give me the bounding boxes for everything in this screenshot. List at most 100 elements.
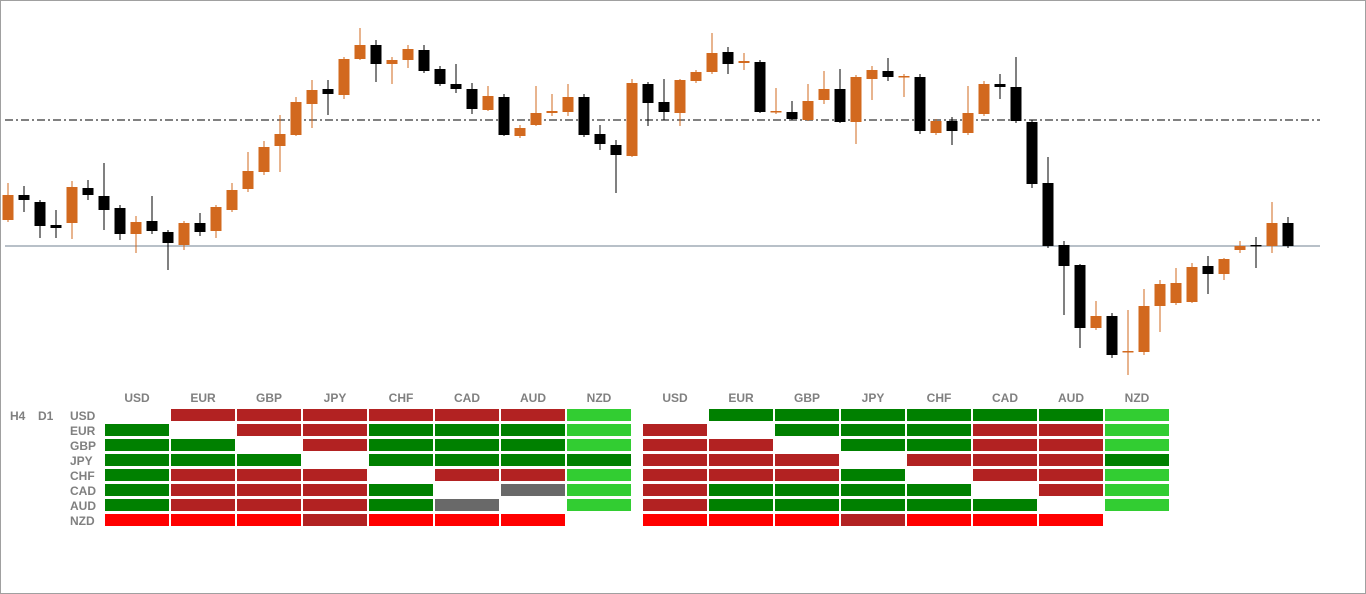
row-label: GBP bbox=[70, 439, 96, 453]
strength-cell bbox=[907, 424, 971, 436]
candle-body bbox=[866, 70, 878, 79]
strength-cell bbox=[1105, 454, 1169, 466]
strength-cell bbox=[369, 409, 433, 421]
strength-cell bbox=[1039, 424, 1103, 436]
strength-cell bbox=[709, 514, 773, 526]
strength-cell bbox=[643, 514, 707, 526]
strength-cell bbox=[303, 409, 367, 421]
strength-cell bbox=[643, 454, 707, 466]
candle-body bbox=[1090, 316, 1102, 328]
candle-body bbox=[1106, 316, 1118, 355]
candle-body bbox=[306, 90, 318, 104]
strength-cell bbox=[171, 484, 235, 496]
timeframe-label: H4 bbox=[10, 409, 26, 423]
strength-cell bbox=[501, 514, 565, 526]
strength-cell bbox=[1039, 514, 1103, 526]
candle-body bbox=[882, 71, 894, 77]
row-label: CHF bbox=[70, 469, 95, 483]
strength-cell bbox=[237, 454, 301, 466]
strength-cell bbox=[369, 454, 433, 466]
strength-cell bbox=[105, 424, 169, 436]
strength-cell bbox=[775, 514, 839, 526]
candle-body bbox=[642, 84, 654, 103]
candle-body bbox=[1202, 266, 1214, 274]
candle-body bbox=[994, 84, 1006, 87]
strength-cell bbox=[369, 514, 433, 526]
strength-cell bbox=[841, 514, 905, 526]
strength-cell bbox=[973, 439, 1037, 451]
strength-cell bbox=[841, 409, 905, 421]
strength-cell bbox=[369, 499, 433, 511]
strength-cell bbox=[171, 409, 235, 421]
strength-cell bbox=[303, 469, 367, 481]
strength-cell bbox=[775, 469, 839, 481]
strength-cell bbox=[775, 454, 839, 466]
strength-cell bbox=[303, 424, 367, 436]
candle-body bbox=[546, 111, 558, 113]
candle-body bbox=[34, 202, 46, 226]
strength-cell bbox=[973, 499, 1037, 511]
candle-body bbox=[610, 145, 622, 155]
strength-cell bbox=[709, 469, 773, 481]
strength-cell bbox=[567, 409, 631, 421]
strength-cell bbox=[775, 409, 839, 421]
strength-cell bbox=[775, 499, 839, 511]
column-header: NZD bbox=[1125, 391, 1150, 405]
strength-cell bbox=[841, 499, 905, 511]
candle-body bbox=[386, 60, 398, 64]
candle-body bbox=[1122, 351, 1134, 353]
candle-body bbox=[50, 225, 62, 228]
strength-cell bbox=[907, 454, 971, 466]
candle-body bbox=[754, 62, 766, 112]
column-header: NZD bbox=[587, 391, 612, 405]
strength-cell bbox=[567, 424, 631, 436]
timeframe-label: D1 bbox=[38, 409, 54, 423]
strength-cell bbox=[171, 514, 235, 526]
column-header: CAD bbox=[454, 391, 480, 405]
strength-cell bbox=[435, 454, 499, 466]
strength-cell bbox=[643, 424, 707, 436]
candle-body bbox=[946, 121, 958, 131]
strength-cell bbox=[105, 514, 169, 526]
strength-cell bbox=[1105, 439, 1169, 451]
strength-cell bbox=[643, 499, 707, 511]
column-header: JPY bbox=[862, 391, 885, 405]
row-label: USD bbox=[70, 409, 96, 423]
candle-body bbox=[130, 222, 142, 234]
strength-cell bbox=[1105, 424, 1169, 436]
candle-body bbox=[898, 76, 910, 78]
candle-body bbox=[914, 77, 926, 131]
candle-body bbox=[178, 223, 190, 245]
strength-cell bbox=[237, 514, 301, 526]
strength-cell bbox=[841, 439, 905, 451]
strength-cell bbox=[1039, 469, 1103, 481]
strength-cell bbox=[1105, 469, 1169, 481]
candle-body bbox=[242, 171, 254, 189]
strength-cell bbox=[435, 439, 499, 451]
row-label: CAD bbox=[70, 484, 96, 498]
strength-cell bbox=[435, 409, 499, 421]
strength-cell bbox=[841, 484, 905, 496]
column-header: AUD bbox=[520, 391, 546, 405]
candle-body bbox=[498, 97, 510, 135]
strength-cell bbox=[643, 484, 707, 496]
strength-cell bbox=[709, 409, 773, 421]
candle-body bbox=[82, 188, 94, 195]
strength-cell bbox=[303, 484, 367, 496]
strength-cell bbox=[643, 439, 707, 451]
candle-body bbox=[1170, 283, 1182, 303]
candle-body bbox=[226, 190, 238, 210]
strength-cell bbox=[709, 454, 773, 466]
candle-body bbox=[418, 50, 430, 71]
candle-body bbox=[338, 59, 350, 95]
row-label: JPY bbox=[70, 454, 93, 468]
candle-body bbox=[626, 83, 638, 156]
candle-body bbox=[1186, 267, 1198, 302]
strength-cell bbox=[105, 499, 169, 511]
candle-body bbox=[370, 45, 382, 64]
strength-cell bbox=[841, 469, 905, 481]
candle-body bbox=[354, 45, 366, 59]
candle-body bbox=[146, 221, 158, 231]
strength-cell bbox=[435, 514, 499, 526]
strength-cell bbox=[775, 484, 839, 496]
